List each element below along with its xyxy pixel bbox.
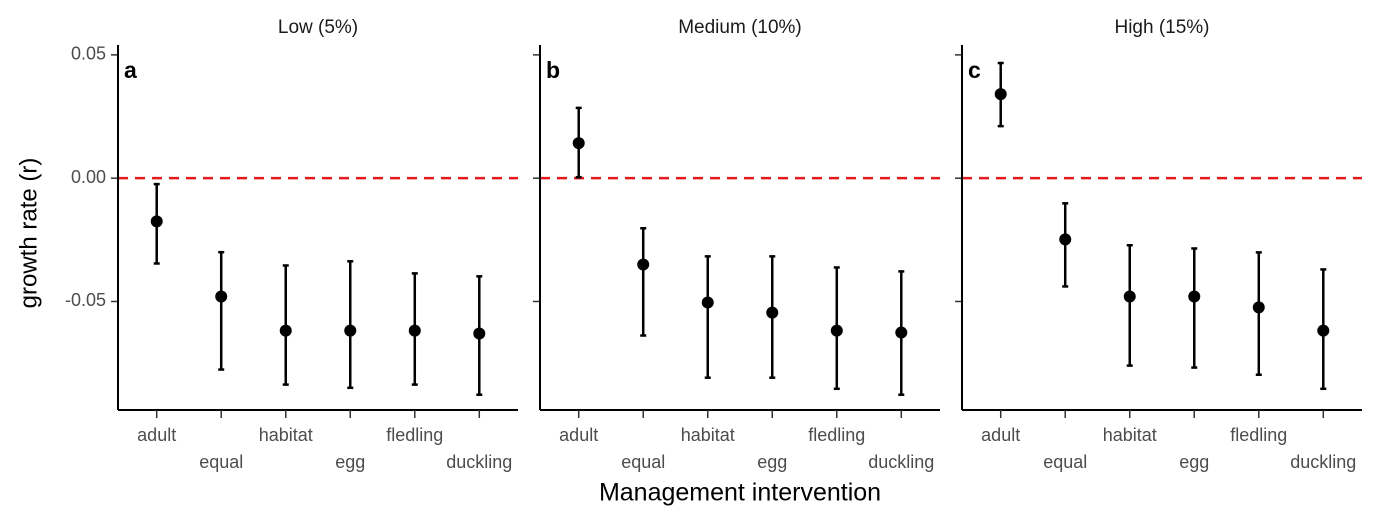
x-tick-label: fledling [386, 425, 443, 445]
facet-title: High (15%) [1114, 17, 1209, 38]
x-tick-label: duckling [446, 452, 512, 472]
point [279, 324, 292, 337]
y-tick-label: 0.05 [71, 44, 106, 64]
x-tick-label: equal [621, 452, 665, 472]
point [572, 137, 585, 150]
panel-label: a [124, 57, 137, 83]
x-tick-label: adult [559, 425, 598, 445]
point [994, 88, 1007, 101]
point [1252, 301, 1265, 314]
point [701, 296, 714, 309]
x-tick-label: duckling [1290, 452, 1356, 472]
point [215, 290, 228, 303]
x-tick-label: habitat [259, 425, 313, 445]
x-tick-label: adult [981, 425, 1020, 445]
x-axis-label: Management intervention [599, 479, 881, 507]
point [344, 324, 357, 337]
point [473, 327, 486, 340]
point [1317, 324, 1330, 337]
point [830, 324, 843, 337]
y-tick-label: 0.00 [71, 167, 106, 187]
x-tick-label: equal [1043, 452, 1087, 472]
point [637, 258, 650, 271]
point [895, 326, 908, 339]
x-tick-label: egg [757, 452, 787, 472]
x-tick-label: equal [199, 452, 243, 472]
facet-title: Medium (10%) [678, 17, 802, 38]
panel-label: c [968, 57, 981, 83]
x-tick-label: egg [335, 452, 365, 472]
panel-label: b [546, 57, 560, 83]
x-tick-label: adult [137, 425, 176, 445]
y-axis-label: growth rate (r) [15, 158, 42, 309]
point [1188, 290, 1201, 303]
x-tick-label: egg [1179, 452, 1209, 472]
x-tick-label: fledling [1230, 425, 1287, 445]
point [408, 324, 421, 337]
x-tick-label: fledling [808, 425, 865, 445]
x-tick-label: habitat [1103, 425, 1157, 445]
point [1123, 290, 1136, 303]
point [150, 215, 163, 228]
point [1059, 233, 1072, 246]
facet-title: Low (5%) [278, 17, 358, 38]
x-tick-label: habitat [681, 425, 735, 445]
x-tick-label: duckling [868, 452, 934, 472]
y-tick-label: -0.05 [65, 290, 106, 310]
point [766, 306, 779, 319]
